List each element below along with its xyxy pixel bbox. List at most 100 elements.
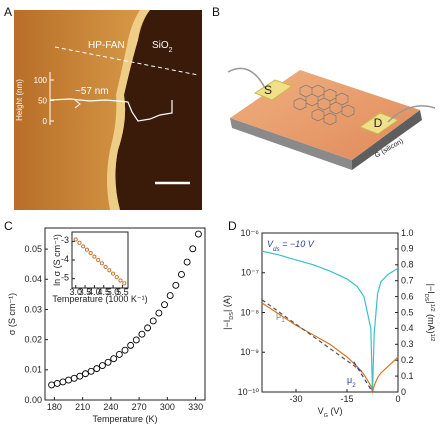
x-tick-label: 0 (395, 394, 400, 404)
data-point (122, 281, 127, 286)
series-line (261, 250, 399, 393)
x-tick-label: -30 (289, 394, 302, 404)
annotation: μ1 (276, 310, 285, 324)
x-tick-label: 180 (47, 402, 62, 412)
data-point (81, 244, 86, 249)
series-line (353, 361, 374, 393)
y-tick-label: 10⁻⁷ (241, 268, 259, 278)
y2-axis-title: |−IDS|1/2 (mA)1/2 (423, 284, 436, 342)
data-point (92, 254, 97, 259)
data-point (127, 341, 135, 349)
label-part: μ (347, 375, 352, 385)
data-point (132, 336, 140, 344)
y-axis-title: σ (S cm⁻¹) (7, 293, 17, 335)
y-tick-label: 10⁻⁶ (241, 228, 260, 238)
x-tick-label: 240 (103, 402, 118, 412)
oxide-label: SiO2 (152, 40, 173, 54)
label-part: DS (423, 294, 429, 302)
drain-label: D (374, 116, 383, 130)
y-axis-title: |−IDS| (A) (222, 295, 235, 330)
data-point (103, 264, 108, 269)
label-part: 1 (281, 317, 285, 324)
data-point (121, 346, 129, 354)
y2-tick-label: 0.1 (401, 371, 414, 381)
label-part: | (426, 301, 436, 303)
data-point (166, 292, 174, 300)
x-axis-title: Temperature (1000 K⁻¹) (52, 294, 147, 304)
annotation: μ2 (347, 375, 356, 389)
data-point (189, 245, 197, 253)
y2-tick-label: 0.8 (401, 260, 414, 270)
x-tick-label: 3.5 (79, 287, 92, 297)
label-part: 2 (352, 382, 356, 389)
label-part: G (324, 413, 328, 419)
data-point (138, 330, 146, 338)
data-point (104, 358, 112, 366)
y-tick-label: 0.04 (24, 274, 42, 284)
height-tick-label: 100 (34, 76, 48, 85)
label-part: 1/2 (429, 304, 435, 312)
y-tick-label: 0.01 (24, 365, 42, 375)
y-tick-label: 0.00 (24, 395, 42, 405)
label-part: 1/2 (429, 334, 435, 342)
x-tick-label: 5.0 (107, 287, 120, 297)
y2-tick-label: 0.2 (401, 355, 414, 365)
y-tick-label: -3 (61, 235, 69, 245)
plot-frame (261, 232, 399, 393)
label-part: (mA) (426, 312, 436, 334)
y2-tick-label: 0.9 (401, 244, 414, 254)
label-part: SiO (152, 40, 169, 51)
label-part: Temperature (1000 K⁻¹) (52, 294, 147, 304)
x-tick-label: 270 (132, 402, 147, 412)
y-tick-label: 10⁻⁹ (240, 347, 259, 357)
label-part: ln σ (S cm⁻¹) (52, 234, 62, 286)
data-point (77, 240, 82, 245)
label-part: σ (S cm⁻¹) (7, 293, 17, 335)
label-part: V (267, 239, 274, 249)
y2-tick-label: 0.7 (401, 276, 414, 286)
x-tick-label: 4.0 (88, 287, 101, 297)
label-part: |−I (222, 320, 232, 330)
data-point (93, 365, 101, 373)
label-part: | (A) (222, 295, 232, 312)
y-tick-label: 0.03 (24, 304, 42, 314)
data-point (114, 275, 119, 280)
height-axis-title: Height (nm) (15, 79, 24, 121)
data-point (149, 317, 157, 325)
data-point (99, 261, 104, 266)
x-tick-label: 330 (188, 402, 203, 412)
y-tick-label: 0.02 (24, 334, 42, 344)
device-diagram (227, 67, 436, 170)
data-point (88, 251, 93, 256)
y2-tick-label: 0.4 (401, 323, 414, 333)
data-point (96, 257, 101, 263)
data-point (107, 268, 112, 273)
data-point (178, 271, 185, 278)
label-part: Temperature (K) (92, 414, 157, 424)
data-point (73, 237, 78, 242)
data-point (118, 278, 123, 283)
data-point (84, 247, 89, 252)
x-tick-label: 210 (75, 402, 90, 412)
annotation: Vds = −10 V (267, 239, 315, 253)
y2-tick-label: 0.6 (401, 291, 414, 301)
y2-tick-label: 0 (401, 387, 406, 397)
height-tick-label: 0 (43, 117, 48, 126)
data-point (155, 309, 163, 317)
label-part: 2 (169, 47, 173, 54)
label-part: DS (229, 312, 235, 320)
panel-label: A (4, 5, 12, 19)
panel-label: D (228, 219, 237, 233)
data-point (115, 350, 123, 358)
y2-tick-label: 0.5 (401, 307, 414, 317)
data-point (194, 230, 202, 238)
x-axis-title: Temperature (K) (92, 414, 157, 424)
y-tick-label: 10⁻¹⁰ (238, 387, 260, 397)
data-point (82, 370, 89, 378)
x-tick-label: 4.5 (97, 287, 110, 297)
data-point (183, 258, 191, 266)
panel-label: C (4, 219, 13, 233)
y2-tick-label: 0.3 (401, 339, 414, 349)
data-point (110, 355, 118, 363)
